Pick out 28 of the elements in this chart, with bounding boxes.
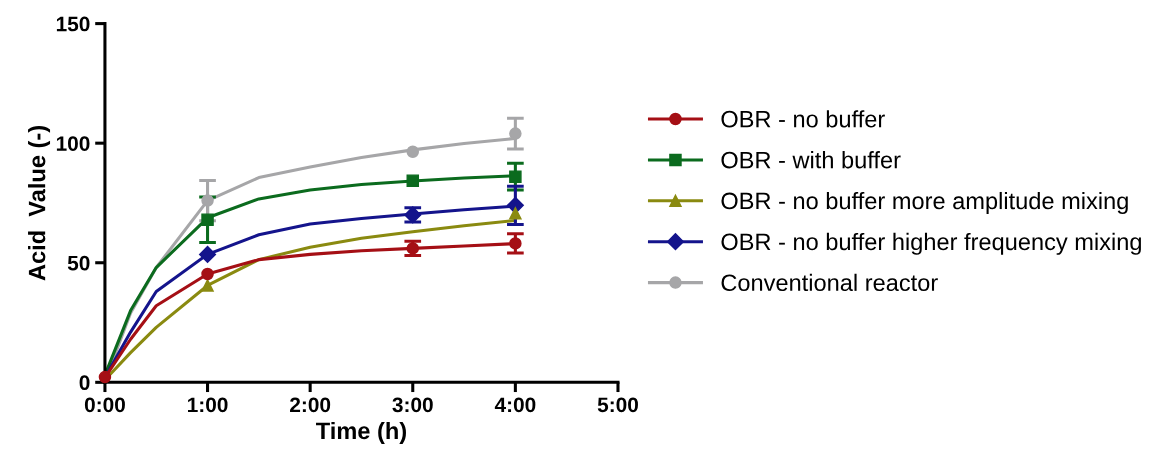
point	[406, 145, 420, 159]
point	[406, 174, 420, 187]
point	[201, 194, 214, 207]
legend-label: OBR - no buffer	[721, 110, 885, 128]
y-tick-label: 100	[56, 136, 90, 151]
point	[201, 279, 214, 292]
point	[201, 267, 214, 281]
legend-label: Conventional reactor	[721, 273, 938, 292]
y-tick-label: 150	[56, 16, 90, 32]
y-axis-title: Acid Value (-)	[28, 126, 51, 281]
legend-label: OBR - no buffer higher frequency mixing	[721, 232, 1141, 255]
point	[509, 206, 522, 220]
point	[509, 237, 522, 250]
point	[509, 170, 522, 183]
legend-label: OBR - no buffer more amplitude mixing	[721, 191, 1128, 214]
x-tick-label: 4:00	[494, 397, 536, 413]
x-tick-label: 3:00	[392, 397, 433, 413]
x-tick-label: 1:00	[188, 397, 228, 413]
y-tick-label: 50	[67, 255, 90, 271]
point	[509, 127, 522, 140]
x-tick-label: 0:00	[84, 397, 125, 413]
legend-label: OBR - with buffer	[721, 151, 901, 169]
x-axis-title: Time (h)	[316, 421, 406, 444]
point	[201, 213, 214, 226]
x-tick-label: 2:00	[290, 397, 331, 413]
point	[198, 245, 217, 263]
y-tick-label: 0	[79, 375, 90, 391]
x-tick-label: 5:00	[597, 397, 638, 413]
